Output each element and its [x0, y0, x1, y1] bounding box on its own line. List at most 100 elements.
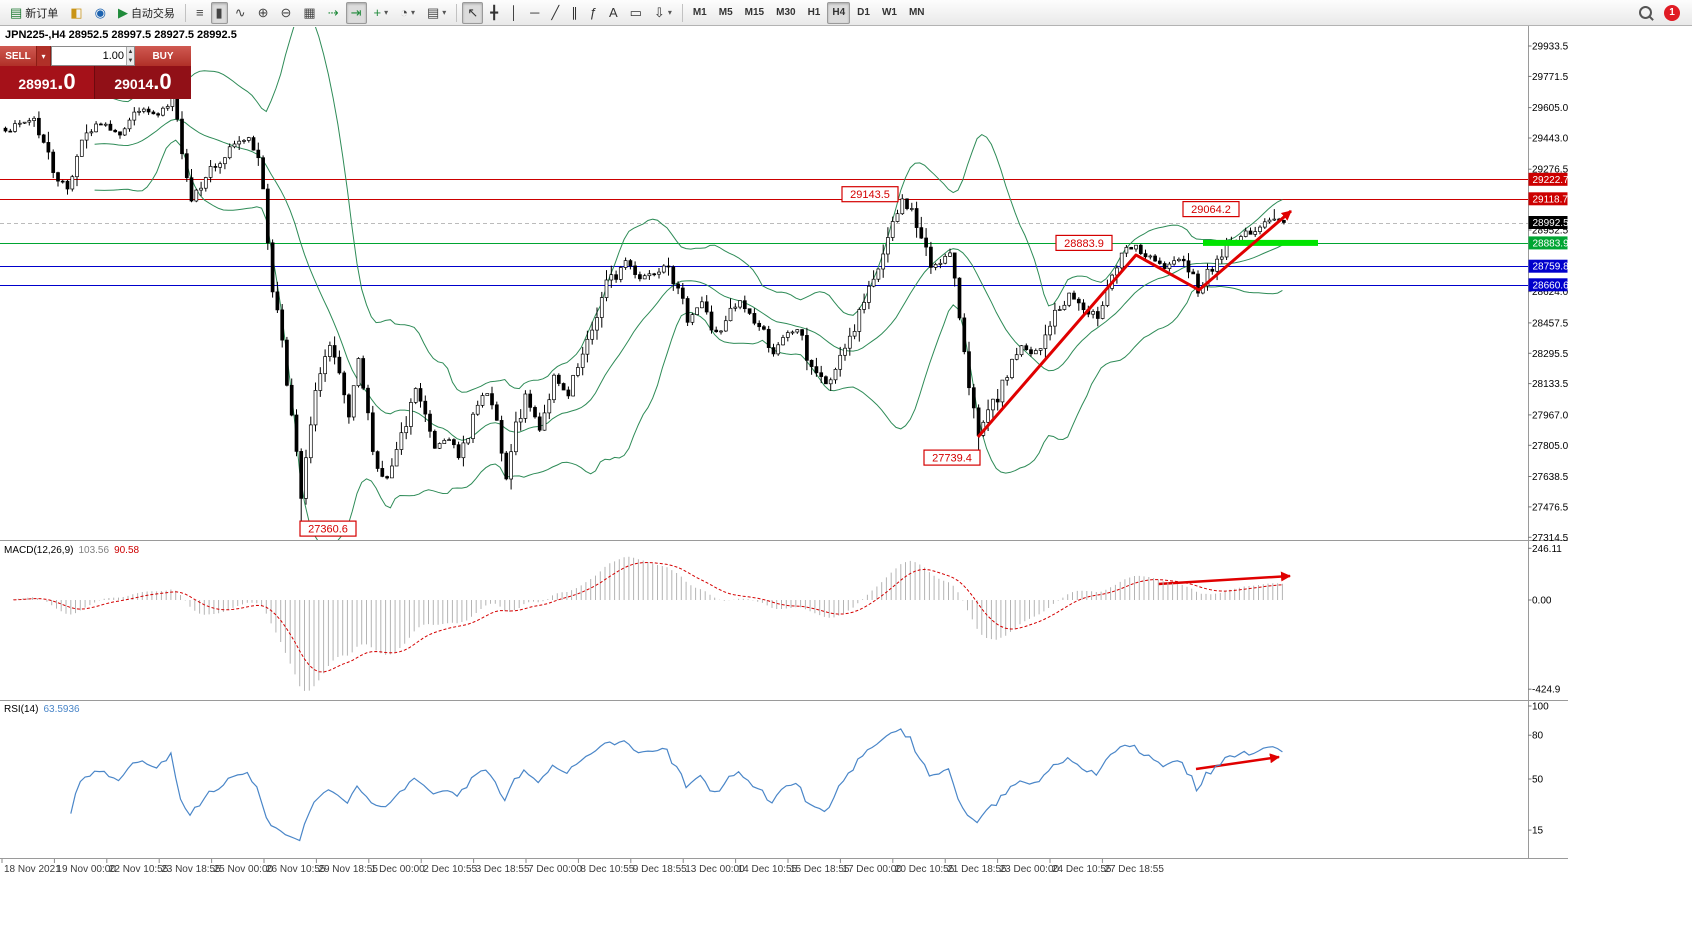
candlestick-chart-type-button[interactable]: ▮: [210, 1, 228, 24]
crosshair-button[interactable]: ╋: [485, 2, 503, 24]
notification-badge[interactable]: 1: [1664, 4, 1680, 21]
sell-price-frac: .0: [57, 69, 76, 94]
one-click-options-caret[interactable]: ▾: [37, 46, 51, 66]
indicators-button-caret[interactable]: ▾: [384, 8, 389, 17]
svg-text:13 Dec 00:00: 13 Dec 00:00: [685, 864, 745, 875]
timeframe-m30[interactable]: M30: [771, 2, 800, 24]
trend-arrows[interactable]: [976, 209, 1292, 771]
sell-price[interactable]: 28991 .0: [0, 66, 95, 99]
svg-text:28759.8: 28759.8: [1533, 262, 1570, 273]
price-axis: 29933.5 29771.5 29605.0 29443.0 29276.5 28952…: [1528, 42, 1569, 837]
lot-increase-button[interactable]: ▲: [127, 48, 134, 55]
macd-main-value: 103.56: [78, 545, 110, 556]
horizontal-line-button[interactable]: ─: [525, 2, 544, 24]
autotrading-button[interactable]: ▶ 自动交易: [113, 2, 180, 24]
svg-text:20 Dec 10:55: 20 Dec 10:55: [895, 864, 955, 875]
vertical-line-button[interactable]: │: [505, 2, 523, 24]
navigator-button[interactable]: ◉: [90, 2, 111, 24]
svg-text:246.11: 246.11: [1532, 544, 1562, 555]
arrows-button-caret[interactable]: ▾: [667, 8, 672, 17]
cursor-button[interactable]: ↖: [462, 1, 484, 24]
svg-text:2 Dec 10:55: 2 Dec 10:55: [423, 864, 477, 875]
text-label-button[interactable]: ▭: [625, 2, 647, 24]
lot-spinners: ▲ ▼: [126, 47, 134, 65]
tile-windows-button[interactable]: ▦: [298, 2, 320, 24]
chart-shift-icon: ⇥: [350, 5, 362, 20]
price-annotation-boxes[interactable]: 29143.5 29064.2 28883.9 27739.4 27360.6: [299, 186, 1240, 537]
timeframe-h4[interactable]: H4: [827, 1, 851, 24]
svg-text:-424.9: -424.9: [1532, 685, 1561, 696]
svg-text:26 Nov 10:55: 26 Nov 10:55: [266, 864, 326, 875]
navigator-icon: ◉: [94, 5, 106, 20]
svg-text:23 Dec 00:00: 23 Dec 00:00: [1000, 864, 1060, 875]
bar-chart-type-button[interactable]: ≡: [191, 2, 209, 24]
svg-text:21 Dec 18:55: 21 Dec 18:55: [947, 864, 1007, 875]
line-chart-type-button[interactable]: ∿: [230, 2, 251, 24]
arrows-button[interactable]: ⇩ ▾: [649, 2, 677, 24]
new-order-button-label: 新订单: [25, 7, 59, 20]
buy-price[interactable]: 29014 .0: [95, 66, 191, 99]
timeframe-m15[interactable]: M15: [740, 2, 769, 24]
buy-price-frac: .0: [153, 69, 172, 94]
indicators-button[interactable]: + ▾: [369, 2, 394, 24]
templates-button[interactable]: ▤ ▾: [422, 2, 451, 24]
trendline-button[interactable]: ╱: [546, 2, 564, 24]
svg-text:29222.7: 29222.7: [1533, 175, 1570, 186]
zoom-out-icon: ⊖: [280, 5, 292, 20]
support-zone-bar[interactable]: [1203, 239, 1318, 246]
auto-scroll-icon: ⇢: [327, 5, 339, 20]
fibonacci-button[interactable]: ƒ: [585, 2, 602, 24]
svg-text:19 Nov 00:00: 19 Nov 00:00: [56, 864, 116, 875]
periods-button-caret[interactable]: ▾: [410, 8, 415, 17]
chart-shift-button[interactable]: ⇥: [345, 1, 367, 24]
macd-title: MACD(12,26,9): [4, 545, 74, 556]
svg-text:28133.5: 28133.5: [1532, 379, 1569, 390]
macd-signal-value: 90.58: [114, 545, 140, 556]
horizontal-level-lines[interactable]: [0, 179, 1528, 286]
marketwatch-button[interactable]: ◧: [65, 2, 87, 24]
lot-size-input[interactable]: [52, 47, 126, 65]
periods-button[interactable]: ◔ ▾: [395, 2, 420, 24]
search-button[interactable]: [1634, 2, 1657, 24]
svg-text:29 Nov 18:55: 29 Nov 18:55: [318, 864, 378, 875]
rsi-value: 63.5936: [43, 704, 80, 715]
timeframe-d1[interactable]: D1: [852, 2, 875, 24]
timeframe-h1[interactable]: H1: [803, 2, 826, 24]
svg-text:28883.9: 28883.9: [1064, 238, 1104, 250]
timeframe-mn[interactable]: MN: [904, 2, 930, 24]
sell-price-main: 28991: [18, 76, 58, 92]
auto-scroll-button[interactable]: ⇢: [323, 2, 344, 24]
timeframe-m1[interactable]: M1: [688, 2, 712, 24]
sell-button[interactable]: SELL: [0, 46, 37, 66]
timeframe-mn-label: MN: [908, 7, 925, 18]
zoom-out-button[interactable]: ⊖: [276, 2, 297, 24]
timeframe-w1[interactable]: W1: [877, 2, 902, 24]
channel-button[interactable]: ∥: [566, 2, 583, 24]
lot-decrease-button[interactable]: ▼: [127, 57, 134, 64]
svg-text:28660.6: 28660.6: [1533, 280, 1570, 291]
fibonacci-icon: ƒ: [589, 5, 597, 20]
timeframe-m5[interactable]: M5: [714, 2, 738, 24]
svg-text:17 Dec 00:00: 17 Dec 00:00: [842, 864, 902, 875]
horizontal-line-icon: ─: [530, 5, 540, 20]
new-order-button[interactable]: ▤ 新订单: [5, 2, 63, 24]
templates-button-caret[interactable]: ▾: [442, 8, 447, 17]
zoom-in-button[interactable]: ⊕: [253, 2, 274, 24]
svg-text:80: 80: [1532, 731, 1544, 742]
chart-symbol-ohlc: JPN225-,H4 28952.5 28997.5 28927.5 28992…: [5, 29, 237, 41]
text-button[interactable]: A: [604, 2, 623, 24]
buy-price-main: 29014: [114, 76, 154, 92]
autotrading-icon: ▶: [117, 5, 128, 20]
svg-text:29276.5: 29276.5: [1532, 165, 1569, 176]
tile-windows-icon: ▦: [303, 5, 316, 20]
svg-text:28295.5: 28295.5: [1532, 349, 1569, 360]
macd-indicator-label: MACD(12,26,9) 103.56 90.58: [4, 545, 139, 556]
timeframe-m5-label: M5: [718, 7, 733, 18]
svg-text:50: 50: [1532, 775, 1544, 786]
timeframe-m1-label: M1: [692, 7, 707, 18]
timeframe-h1-label: H1: [807, 7, 821, 18]
timeframe-m15-label: M15: [744, 7, 765, 18]
svg-text:0.00: 0.00: [1532, 596, 1552, 607]
buy-button[interactable]: BUY: [135, 46, 191, 66]
